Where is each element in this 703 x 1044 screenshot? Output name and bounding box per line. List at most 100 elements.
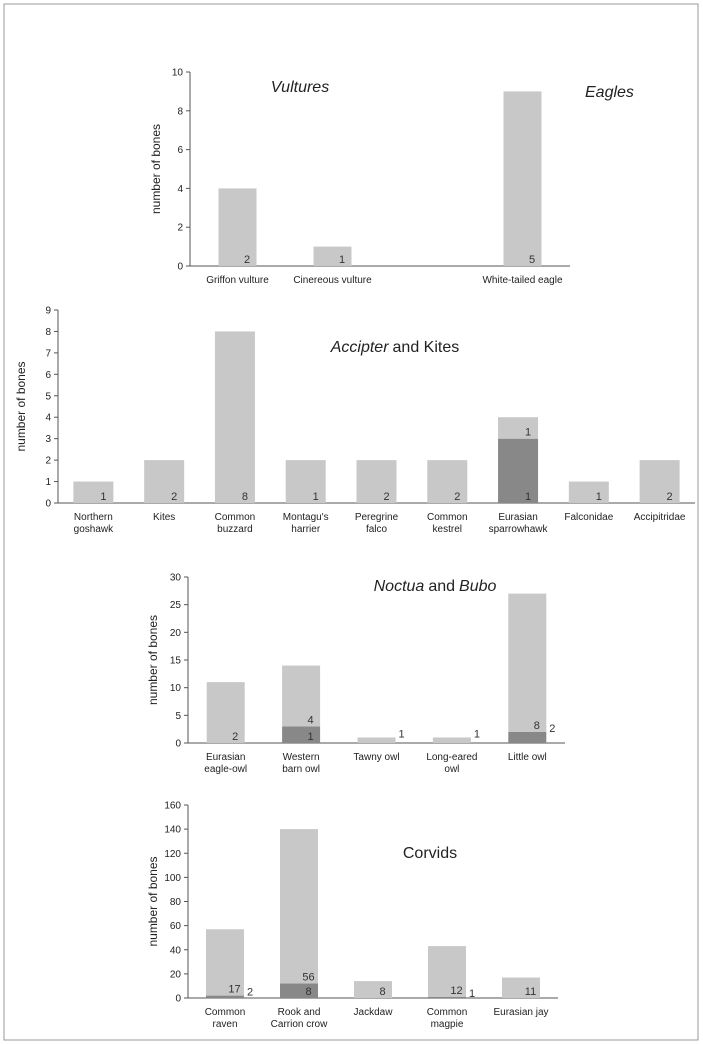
x-tick-label: Jackdaw [354, 1007, 394, 1018]
bar-label: 8 [305, 986, 311, 998]
bar-segment [206, 929, 244, 996]
bar-label: 2 [383, 491, 389, 503]
y-tick-label: 9 [45, 306, 51, 317]
bar-segment [498, 438, 539, 503]
x-tick-label: Eurasian jay [493, 1007, 548, 1018]
y-tick-label: 1 [45, 477, 51, 488]
x-tick-label: Griffon vulture [206, 275, 269, 286]
x-tick-label: Cinereous vulture [293, 275, 372, 286]
title-part: Accipter [330, 339, 389, 356]
y-tick-label: 0 [175, 739, 181, 750]
y-tick-label: 5 [175, 711, 181, 722]
y-tick-label: 60 [170, 921, 182, 932]
bar-segment [280, 983, 318, 998]
x-tick-label: Common magpie [427, 1007, 468, 1030]
bar-label: 1 [308, 731, 314, 743]
bar-label: 5 [529, 254, 535, 266]
bar-label: 12 [450, 985, 462, 997]
y-tick-label: 30 [170, 573, 182, 584]
x-tick-label: Common raven [205, 1007, 246, 1030]
y-tick-label: 4 [177, 184, 183, 195]
bar-segment [428, 946, 466, 997]
x-tick-label: Tawny owl [353, 752, 399, 763]
y-tick-label: 7 [45, 348, 51, 359]
y-tick-label: 4 [45, 413, 51, 424]
x-tick-label: White-tailed eagle [482, 275, 562, 286]
y-axis-label: number of bones [146, 615, 160, 705]
y-tick-label: 20 [170, 628, 182, 639]
title-part: Noctua [374, 578, 425, 595]
y-tick-label: 6 [177, 145, 183, 156]
y-tick-label: 80 [170, 897, 182, 908]
y-tick-label: 10 [172, 68, 184, 79]
x-tick-label: Falconidae [564, 512, 613, 523]
bar-segment [428, 996, 466, 998]
bar-label: 4 [308, 714, 314, 726]
bar-segment [356, 460, 397, 503]
x-tick-label: Montagu's harrier [283, 512, 329, 535]
bar-segment [357, 737, 396, 743]
bar-label: 1 [474, 728, 480, 740]
x-tick-label: Eurasian eagle-owl [204, 752, 247, 775]
bar-segment [282, 726, 321, 743]
bar-label: 11 [525, 986, 536, 998]
y-tick-label: 10 [170, 683, 182, 694]
y-tick-label: 0 [175, 994, 181, 1005]
bar-segment [144, 460, 185, 503]
bar-label: 2 [244, 254, 250, 266]
x-tick-label: Eurasian sparrowhawk [489, 512, 549, 535]
chart-title: Accipter and Kites [330, 339, 460, 356]
x-tick-label: Peregrine falco [355, 512, 399, 535]
chart-title: Noctua and Bubo [374, 578, 497, 595]
bar-label: 2 [454, 491, 460, 503]
y-tick-label: 20 [170, 969, 182, 980]
y-tick-label: 140 [164, 825, 181, 836]
bar-label: 2 [549, 723, 555, 735]
y-tick-label: 25 [170, 600, 182, 611]
y-tick-label: 2 [177, 223, 183, 234]
y-tick-label: 160 [164, 801, 181, 812]
y-axis-label: number of bones [14, 361, 28, 451]
bar-label: 1 [525, 491, 531, 503]
bar-label: 1 [525, 427, 531, 439]
chart-title: Vultures [271, 79, 329, 96]
bar-label: 2 [667, 491, 673, 503]
bar-label: 1 [596, 491, 602, 503]
x-tick-label: Northern goshawk [74, 512, 114, 535]
bar-segment [498, 417, 539, 439]
frame [3, 3, 699, 1041]
bar-segment [508, 731, 547, 743]
bar-segment [502, 977, 540, 998]
bar-segment [639, 460, 680, 503]
chart-title: Corvids [403, 845, 457, 862]
bar-segment [206, 682, 245, 743]
bar-label: 8 [242, 491, 248, 503]
y-tick-label: 8 [177, 106, 183, 117]
x-tick-label: Accipitridae [634, 512, 686, 523]
y-tick-label: 120 [164, 849, 181, 860]
y-tick-label: 40 [170, 945, 182, 956]
y-tick-label: 2 [45, 456, 51, 467]
x-tick-label: Common buzzard [215, 512, 256, 535]
bar-label: 1 [313, 491, 319, 503]
x-tick-label: Common kestrel [427, 512, 468, 535]
bar-label: 2 [232, 731, 238, 743]
y-tick-label: 0 [177, 262, 183, 273]
x-tick-label: Little owl [508, 752, 547, 763]
y-tick-label: 0 [45, 499, 51, 510]
bar-label: 2 [247, 987, 253, 999]
bar-label: 8 [534, 720, 540, 732]
bar-segment [206, 995, 244, 998]
bar-label: 17 [228, 984, 240, 996]
x-tick-label: Long-eared owl [426, 752, 477, 775]
annotation: Eagles [585, 84, 634, 101]
y-tick-label: 15 [170, 656, 182, 667]
x-tick-label: Rook and Carrion crow [271, 1007, 328, 1030]
y-tick-label: 8 [45, 327, 51, 338]
title-part: and Kites [393, 339, 460, 356]
bar-segment [503, 91, 542, 267]
y-tick-label: 100 [164, 873, 181, 884]
bar-segment [354, 981, 392, 998]
bar-label: 1 [469, 988, 475, 1000]
